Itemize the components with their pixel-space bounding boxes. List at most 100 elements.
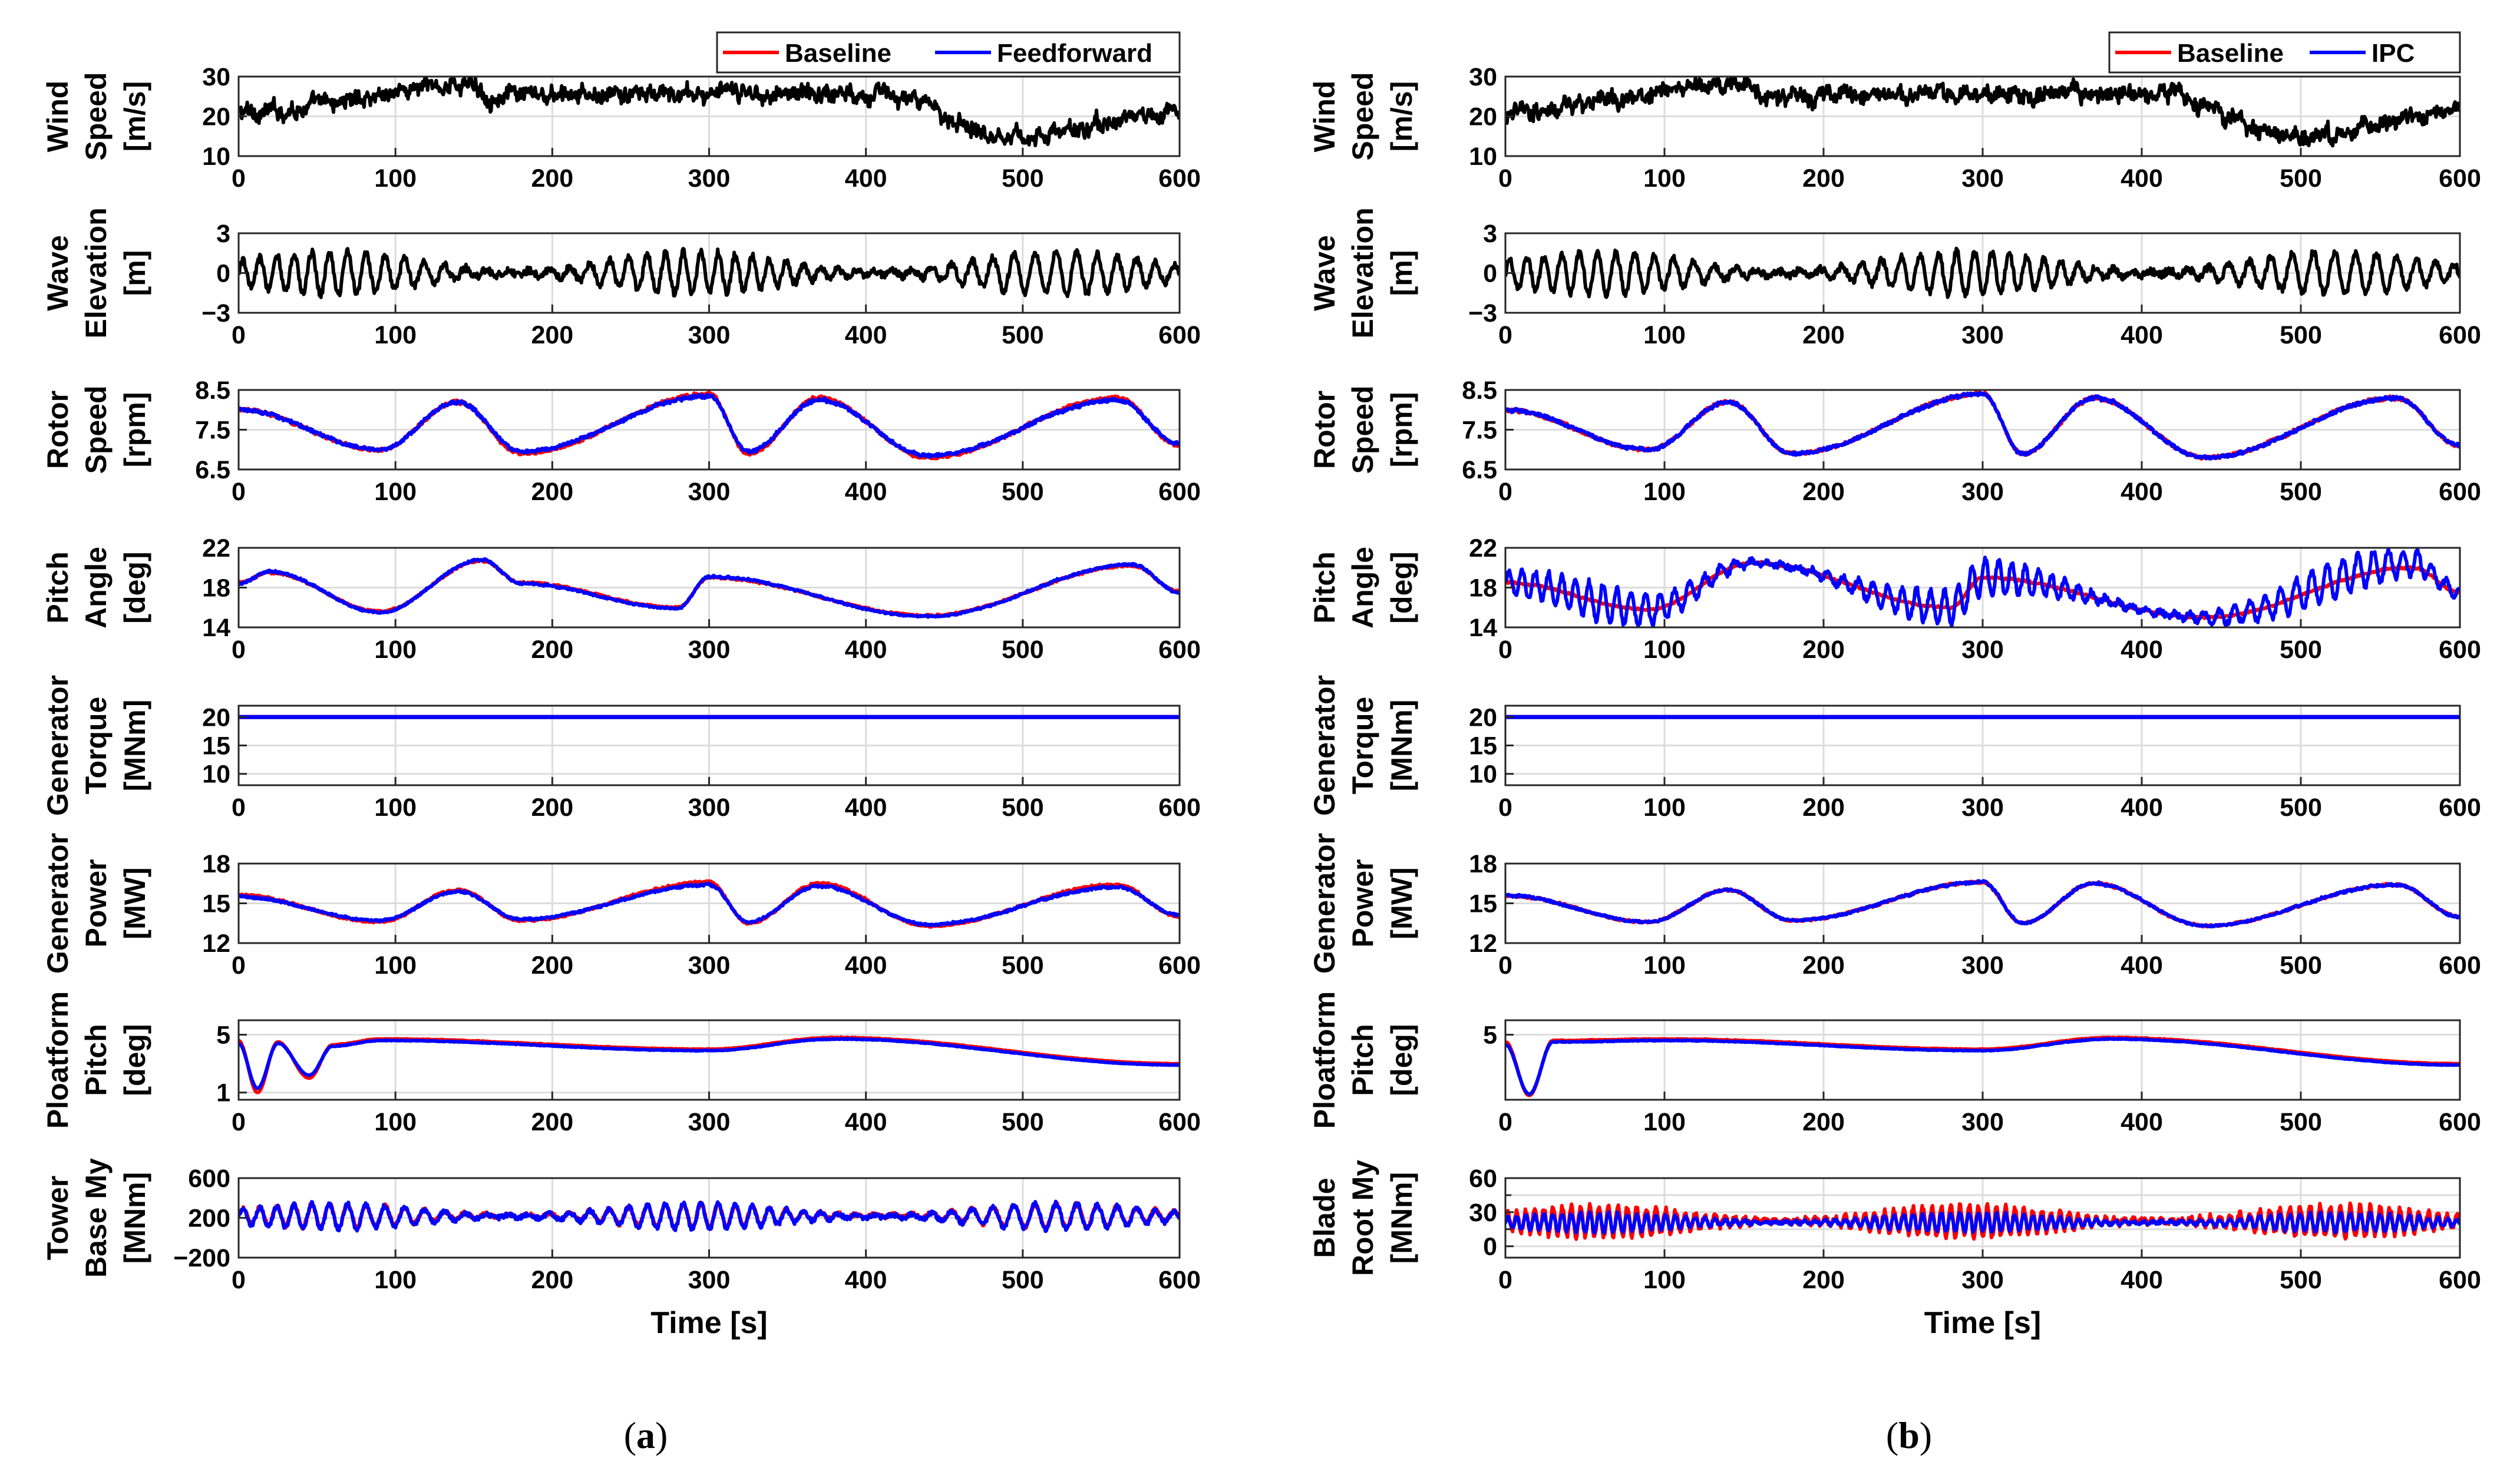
y-tick-label: 6.5 <box>1462 456 1497 484</box>
y-tick-label: 18 <box>1469 850 1497 878</box>
x-tick-label: 0 <box>232 951 246 980</box>
x-tick-label: 300 <box>1961 636 2004 664</box>
x-tick-label: 300 <box>688 793 731 822</box>
y-tick-label: 7.5 <box>1462 416 1497 445</box>
series-line-wave-elevation <box>239 247 1180 299</box>
x-tick-label: 100 <box>1643 321 1686 349</box>
x-tick-label: 500 <box>1002 1108 1044 1136</box>
x-tick-label: 0 <box>232 636 246 664</box>
x-tick-label: 600 <box>1158 164 1201 193</box>
x-tick-label: 200 <box>531 164 573 193</box>
y-axis-label: Rotor <box>1308 391 1341 469</box>
series-line-wind-speed <box>1505 77 2460 148</box>
x-tick-label: 400 <box>2121 1108 2163 1136</box>
x-tick-label: 600 <box>1158 1108 1201 1136</box>
x-tick-label: 400 <box>2121 478 2163 506</box>
x-tick-label: 100 <box>374 1108 417 1136</box>
x-tick-label: 500 <box>2280 321 2322 349</box>
x-tick-label: 300 <box>1961 478 2004 506</box>
x-tick-label: 400 <box>2121 164 2163 193</box>
x-tick-label: 600 <box>2439 321 2481 349</box>
y-axis-label: [MNm] <box>118 700 151 792</box>
series-group <box>239 557 1180 619</box>
y-axis-label: Speed <box>80 385 113 474</box>
y-axis-label: [m] <box>1385 250 1418 296</box>
y-tick-label: 1 <box>216 1079 230 1107</box>
y-tick-label: 5 <box>1483 1021 1497 1050</box>
panel-a-4: 14 18 22 0 100 200 300 400 500 600 Pitch Angle [deg] <box>41 534 1201 664</box>
y-axis-label: Angle <box>80 547 113 629</box>
x-tick-label: 0 <box>1498 164 1512 193</box>
x-tick-label: 300 <box>688 164 731 193</box>
y-axis-label: Wave <box>41 235 74 311</box>
x-axis-label: Time [s] <box>1924 1306 2041 1340</box>
series-group <box>1505 879 2460 929</box>
series-line-ipc <box>1505 1210 2460 1235</box>
x-tick-label: 100 <box>1643 636 1686 664</box>
x-tick-label: 100 <box>374 951 417 980</box>
y-tick-label: 10 <box>1469 143 1497 171</box>
y-axis-label: [deg] <box>118 551 151 623</box>
y-axis-label: Ploatform <box>1308 991 1341 1129</box>
x-tick-label: 600 <box>1158 951 1201 980</box>
series-group <box>239 390 1180 461</box>
x-tick-label: 200 <box>531 793 573 822</box>
series-line-ipc <box>1505 879 2460 928</box>
legend-entry: Feedforward <box>997 39 1152 68</box>
x-tick-label: 200 <box>1802 1108 1845 1136</box>
series-line-feedforward <box>239 881 1180 928</box>
x-tick-label: 200 <box>1802 636 1845 664</box>
y-axis-label: Pitch <box>80 1024 113 1096</box>
x-tick-label: 600 <box>1158 793 1201 822</box>
y-axis-label: Root My <box>1346 1160 1379 1276</box>
x-tick-label: 100 <box>374 793 417 822</box>
y-tick-label: 6.5 <box>195 456 230 484</box>
y-tick-label: 18 <box>202 850 230 878</box>
y-axis-label: Power <box>1346 859 1379 947</box>
x-tick-label: 600 <box>1158 478 1201 506</box>
y-axis-label: Generator <box>1308 675 1341 816</box>
x-tick-label: 0 <box>1498 951 1512 980</box>
y-tick-label: 8.5 <box>195 376 230 405</box>
x-tick-label: 400 <box>845 164 887 193</box>
y-tick-label: 3 <box>216 220 230 248</box>
y-tick-label: 60 <box>1469 1165 1497 1193</box>
x-tick-label: 500 <box>1002 478 1044 506</box>
y-tick-label: 600 <box>188 1165 230 1193</box>
x-tick-label: 100 <box>374 321 417 349</box>
y-tick-label: 15 <box>1469 890 1497 918</box>
x-tick-label: 100 <box>374 478 417 506</box>
y-axis-label: Elevation <box>1346 207 1379 338</box>
series-line-feedforward <box>239 392 1180 459</box>
x-tick-label: 200 <box>531 636 573 664</box>
y-tick-label: 30 <box>1469 1199 1497 1227</box>
x-tick-label: 600 <box>2439 951 2481 980</box>
x-tick-label: 200 <box>1802 164 1845 193</box>
x-tick-label: 200 <box>531 321 573 349</box>
y-tick-label: 18 <box>202 574 230 603</box>
x-tick-label: 100 <box>1643 1108 1686 1136</box>
x-tick-label: 100 <box>1643 951 1686 980</box>
y-tick-label: 0 <box>216 260 230 288</box>
y-tick-label: 0 <box>1483 260 1497 288</box>
y-axis-label: [m] <box>118 250 151 296</box>
y-axis-label: [MNm] <box>1385 700 1418 792</box>
x-tick-label: 200 <box>1802 1266 1845 1294</box>
series-line-feedforward <box>239 557 1180 619</box>
y-axis-label: Generator <box>1308 833 1341 974</box>
x-tick-label: 300 <box>688 478 731 506</box>
y-tick-label: 20 <box>202 103 230 131</box>
y-axis-label: Generator <box>41 675 74 816</box>
x-tick-label: 300 <box>688 1108 731 1136</box>
y-axis-label: Rotor <box>41 391 74 469</box>
x-tick-label: 600 <box>2439 478 2481 506</box>
x-tick-label: 600 <box>2439 1108 2481 1136</box>
y-tick-label: 22 <box>1469 534 1497 563</box>
x-tick-label: 500 <box>1002 1266 1044 1294</box>
x-tick-label: 100 <box>1643 478 1686 506</box>
x-tick-label: 400 <box>845 636 887 664</box>
x-tick-label: 300 <box>1961 1266 2004 1294</box>
